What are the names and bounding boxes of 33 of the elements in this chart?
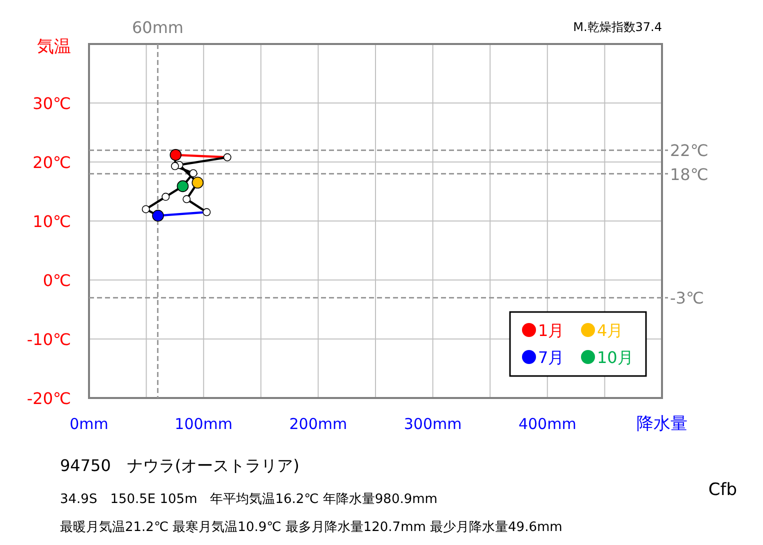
ref-line-label: 60mm bbox=[132, 18, 184, 37]
ref-line-label: 22℃ bbox=[670, 141, 708, 160]
y-tick-label: 30℃ bbox=[32, 94, 71, 113]
point bbox=[182, 195, 191, 204]
y-axis-title: 気温 bbox=[37, 37, 71, 57]
legend-label: 1月 bbox=[538, 321, 564, 340]
text: 最暖月気温21.2℃ 最寒月気温10.9℃ 最多月降水量120.7mm 最少月降水量49.6mm bbox=[60, 519, 562, 535]
x-tick-label: 100mm bbox=[174, 415, 233, 433]
legend-label: 4月 bbox=[597, 321, 624, 340]
text: M.乾燥指数37.4 bbox=[573, 20, 662, 34]
x-tick-label: 300mm bbox=[404, 415, 462, 433]
legend-label: 7月 bbox=[538, 348, 564, 367]
y-tick-label: 10℃ bbox=[32, 212, 71, 231]
text: 34.9S 150.5E 105m 年平均気温16.2℃ 年降水量980.9mm bbox=[60, 492, 438, 507]
point bbox=[189, 169, 198, 178]
x-tick-label: 400mm bbox=[518, 415, 576, 433]
ref-line-label: -3℃ bbox=[670, 288, 704, 308]
legend-label: 10月 bbox=[597, 348, 634, 367]
y-tick-label: 20℃ bbox=[32, 153, 71, 172]
text: 94750 ナウラ(オーストラリア) bbox=[60, 456, 300, 475]
point bbox=[223, 153, 232, 162]
x-axis-title: 降水量 bbox=[636, 414, 688, 434]
text: Cfb bbox=[708, 480, 737, 500]
point bbox=[142, 205, 150, 214]
y-tick-label: -20℃ bbox=[26, 389, 71, 408]
ref-line-label: 18℃ bbox=[670, 164, 708, 184]
point bbox=[162, 192, 170, 201]
y-tick-label: 0℃ bbox=[42, 271, 71, 290]
point bbox=[170, 162, 179, 170]
y-tick-label: -10℃ bbox=[26, 330, 71, 349]
point bbox=[202, 208, 211, 216]
x-tick-label: 0mm bbox=[70, 415, 108, 433]
x-tick-label: 200mm bbox=[289, 415, 348, 433]
